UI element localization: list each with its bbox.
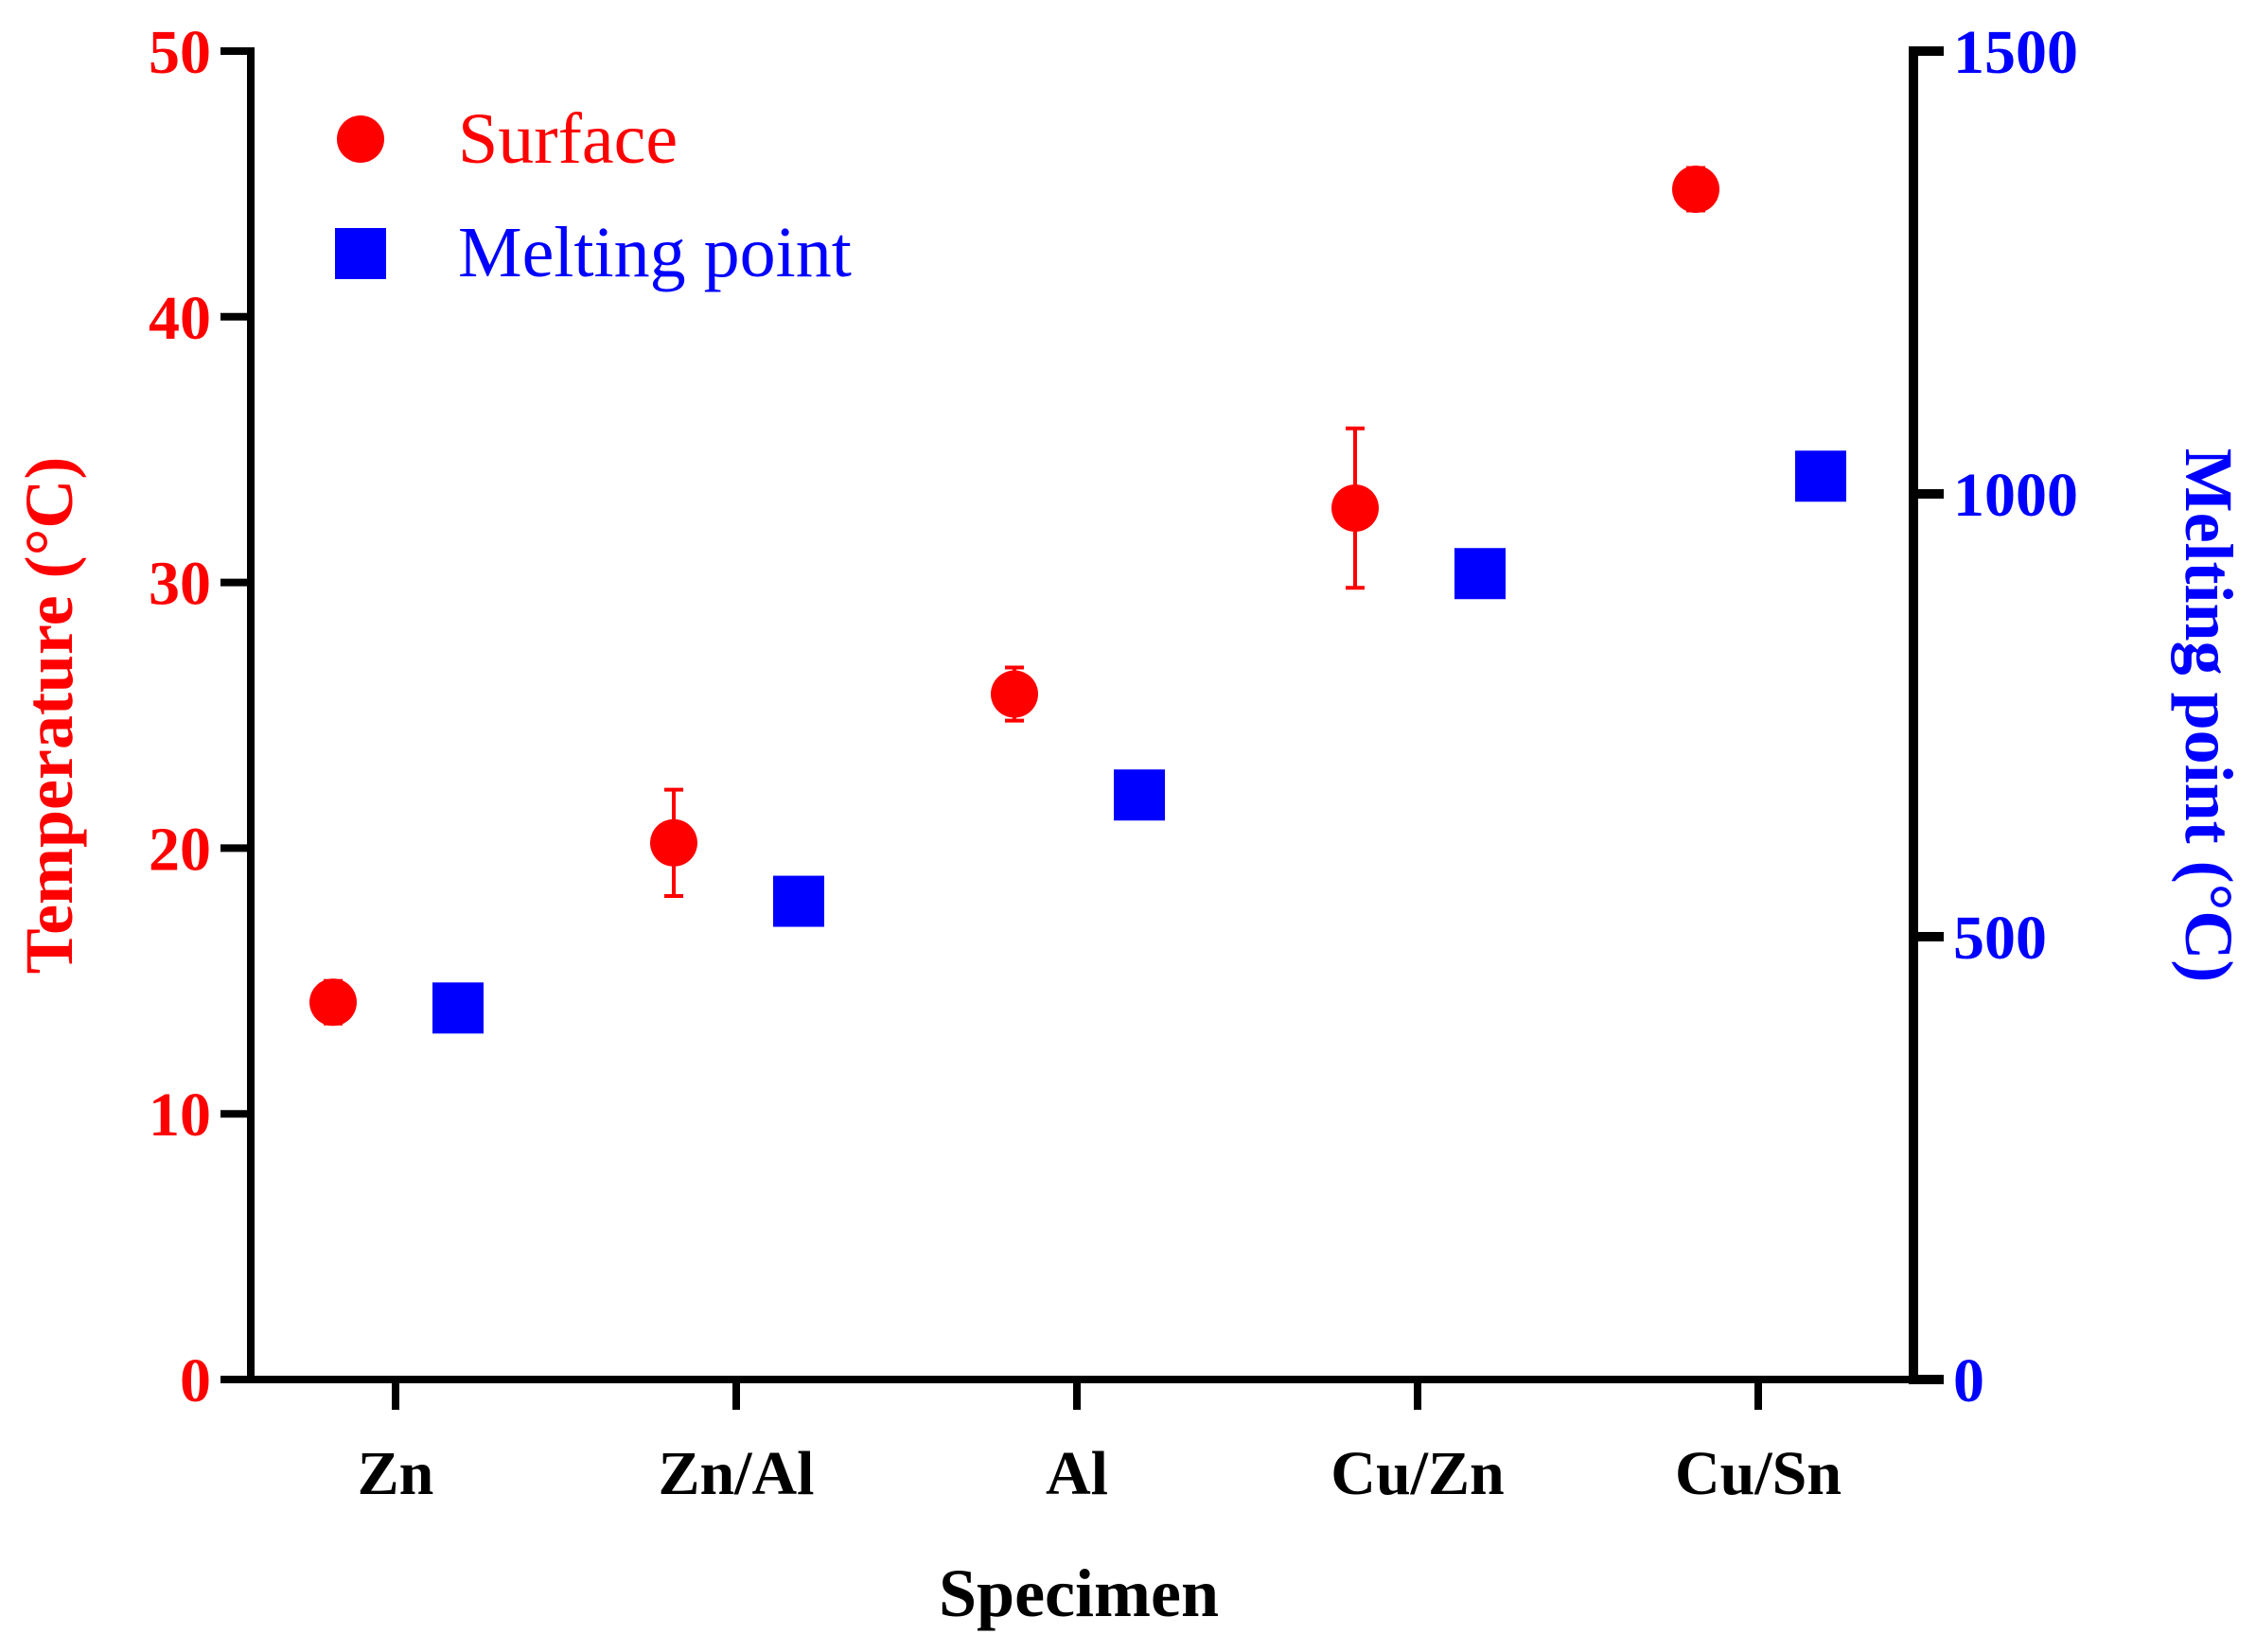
surface-point [650, 818, 697, 867]
right-y-tick-label: 500 [1953, 904, 2047, 973]
surface-point [991, 670, 1038, 718]
legend: Surface Melting point [335, 99, 852, 292]
x-tick-label: Zn [358, 1439, 434, 1508]
left-y-tick-label: 50 [149, 18, 211, 87]
melting-point-marker [1454, 548, 1506, 600]
surface-point [309, 978, 357, 1027]
x-tick-label: Cu/Sn [1675, 1439, 1842, 1508]
melting-point-marker [1795, 450, 1846, 502]
left-y-tick-label: 20 [149, 815, 211, 884]
right-y-tick-label: 0 [1953, 1346, 1984, 1415]
legend-melting-point-label: Melting point [458, 213, 852, 292]
x-tick-label: Cu/Zn [1331, 1439, 1504, 1508]
melting-point-marker [773, 875, 824, 927]
left-y-tick-label: 10 [149, 1081, 211, 1150]
surface-point [1331, 483, 1379, 532]
axes [247, 46, 1918, 1384]
legend-surface-marker [337, 115, 384, 163]
x-ticks: Zn Zn/Al Al Cu/Zn Cu/Sn [358, 1380, 1842, 1508]
surface-point [1672, 166, 1719, 214]
data-marks [309, 166, 1846, 1034]
x-axis-title: Specimen [939, 1555, 1219, 1631]
left-y-ticks: 0 10 20 30 40 50 [149, 18, 251, 1415]
left-y-tick-label: 30 [149, 550, 211, 619]
left-y-tick-label: 0 [180, 1346, 211, 1415]
melting-point-marker [432, 982, 484, 1034]
legend-surface-label: Surface [458, 99, 678, 179]
right-y-ticks: 0 500 1000 1500 [1913, 18, 2078, 1415]
right-y-axis-title: Melting point (°C) [2171, 448, 2247, 983]
legend-melting-point-marker [335, 228, 386, 279]
melting-point-marker [1114, 769, 1165, 821]
left-y-tick-label: 40 [149, 284, 211, 353]
x-tick-label: Zn/Al [658, 1439, 814, 1508]
left-y-axis-title: Temperature (°C) [11, 457, 87, 975]
right-y-tick-label: 1500 [1953, 18, 2078, 87]
x-tick-label: Al [1046, 1439, 1108, 1508]
right-y-tick-label: 1000 [1953, 461, 2078, 530]
